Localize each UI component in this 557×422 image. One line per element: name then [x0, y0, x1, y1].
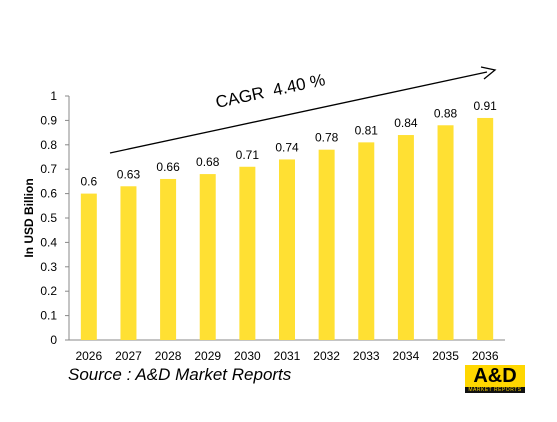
bars — [80, 117, 494, 341]
logo-text: A&D — [465, 365, 525, 387]
data-label-2032: 0.78 — [315, 131, 339, 145]
y-tick-label: 0.9 — [40, 113, 57, 127]
company-logo: A&D MARKET REPORTS — [465, 365, 525, 393]
x-tick-label-2036: 2036 — [472, 349, 499, 363]
y-tick-label: 0 — [50, 333, 57, 347]
bar-2036 — [477, 117, 494, 341]
y-tick-label: 0.4 — [40, 235, 57, 249]
data-label-2030: 0.71 — [236, 148, 260, 162]
data-label-2036: 0.91 — [474, 99, 498, 113]
logo-subtext: MARKET REPORTS — [465, 387, 525, 393]
source-note: Source : A&D Market Reports — [68, 365, 292, 384]
y-tick-label: 0.2 — [40, 284, 57, 298]
bar-2030 — [239, 166, 256, 340]
x-axis: 2026 2027 2028 2029 2030 2031 2032 2033 2034 2035… — [69, 339, 505, 363]
bar-2031 — [279, 159, 295, 340]
cagr-arrow-head — [480, 66, 497, 80]
y-tick-label: 0.8 — [40, 138, 57, 152]
data-label-2035: 0.88 — [434, 106, 458, 120]
y-tick-label: 0.5 — [40, 211, 57, 225]
x-tick-label-2033: 2033 — [353, 349, 380, 363]
bar-2032 — [318, 149, 335, 340]
x-tick-label-2030: 2030 — [234, 349, 261, 363]
y-tick-label: 1 — [50, 89, 57, 103]
y-axis: 0 0.1 0.2 0.3 0.4 0.5 0.6 0.7 0.8 0.9 1 — [40, 89, 70, 347]
data-label-2034: 0.84 — [394, 116, 418, 130]
cagr-annotation: CAGR 4.40 % — [214, 70, 327, 112]
bar-2035 — [437, 125, 454, 340]
cagr-arrow-line — [109, 71, 488, 154]
data-label-2031: 0.74 — [275, 140, 299, 154]
y-tick-label: 0.1 — [40, 309, 57, 323]
data-label-2033: 0.81 — [355, 123, 379, 137]
data-label-2026: 0.6 — [80, 175, 97, 189]
bar-2034 — [397, 135, 414, 340]
y-axis-label: In USD Billion — [22, 178, 36, 257]
bar-2027 — [120, 186, 137, 340]
x-tick-label-2031: 2031 — [274, 349, 301, 363]
bar-2029 — [199, 174, 216, 340]
y-tick-label: 0.7 — [40, 162, 57, 176]
x-tick-label-2032: 2032 — [313, 349, 340, 363]
data-label-2027: 0.63 — [117, 167, 141, 181]
data-label-2028: 0.66 — [156, 160, 180, 174]
x-tick-label-2027: 2027 — [115, 349, 142, 363]
bar-2033 — [358, 142, 375, 340]
x-tick-label-2029: 2029 — [194, 349, 221, 363]
data-labels: 0.6 0.63 0.66 0.68 0.71 0.74 0.78 0.81 0.84 0.88 0… — [80, 99, 497, 189]
bar-2026 — [80, 193, 97, 340]
x-tick-label-2034: 2034 — [393, 349, 420, 363]
x-tick-label-2026: 2026 — [75, 349, 102, 363]
x-tick-label-2028: 2028 — [155, 349, 182, 363]
bar-2028 — [160, 178, 177, 340]
y-tick-label: 0.6 — [40, 187, 57, 201]
x-tick-label-2035: 2035 — [432, 349, 459, 363]
y-tick-label: 0.3 — [40, 260, 57, 274]
data-label-2029: 0.68 — [196, 155, 220, 169]
